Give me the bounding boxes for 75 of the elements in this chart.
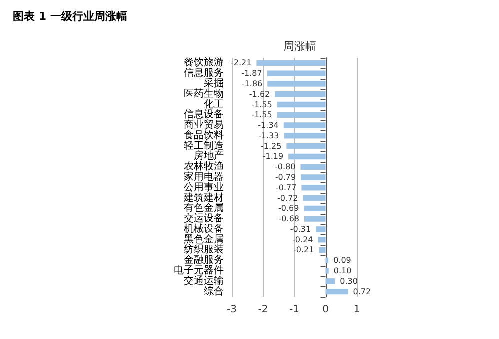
y-tick-label: 黑色金属 — [184, 233, 224, 246]
y-tick-label: 农林牧渔 — [184, 160, 224, 173]
data-label: 0.10 — [334, 266, 352, 276]
data-label: -0.77 — [276, 183, 297, 192]
data-label: -0.80 — [275, 162, 296, 172]
bar — [304, 216, 326, 222]
y-tick-label: 交运设备 — [184, 212, 224, 225]
data-label: -1.19 — [262, 152, 284, 162]
data-label: -1.34 — [258, 121, 279, 130]
bar — [326, 278, 336, 284]
bar — [300, 164, 326, 170]
bar — [284, 133, 326, 139]
y-tick-label: 交通运输 — [184, 274, 224, 287]
data-label: -0.24 — [292, 235, 314, 244]
bar — [301, 174, 326, 180]
bar — [256, 60, 326, 66]
y-tick-label: 轻工制造 — [184, 140, 224, 152]
y-tick-label: 商业贸易 — [184, 119, 224, 132]
bar — [286, 143, 326, 150]
y-tick-label: 家用电器 — [184, 171, 224, 183]
x-tick-label: -3 — [227, 304, 237, 316]
data-label: -2.21 — [230, 58, 252, 68]
y-tick-label: 餐饮旅游 — [184, 56, 224, 69]
y-tick-label: 信息设备 — [184, 108, 224, 121]
data-label: -1.62 — [249, 90, 270, 99]
data-label: -1.55 — [252, 110, 272, 120]
bar — [303, 195, 326, 202]
y-tick-label: 信息服务 — [184, 67, 224, 80]
data-label: -1.87 — [242, 69, 262, 78]
x-tick-label: 0 — [322, 304, 329, 316]
y-tick-label: 公用事业 — [184, 181, 224, 194]
x-tick-label: -2 — [258, 304, 268, 316]
y-tick-label: 电子元器件 — [174, 264, 224, 277]
y-tick-label: 金融服务 — [184, 254, 224, 266]
bar — [268, 81, 326, 87]
bar — [326, 268, 329, 274]
y-tick-label: 医药生物 — [184, 88, 224, 100]
bar — [275, 92, 326, 98]
data-label: -0.68 — [278, 214, 300, 224]
y-tick-label: 综合 — [204, 285, 224, 298]
data-label: -0.21 — [293, 246, 314, 255]
bar — [319, 247, 326, 254]
bar — [288, 154, 326, 160]
x-tick-label: -1 — [290, 304, 300, 316]
bar — [318, 236, 326, 243]
bar — [302, 185, 326, 191]
bar — [277, 112, 326, 118]
data-label: 0.09 — [334, 256, 352, 266]
x-tick-label: 1 — [354, 304, 360, 316]
data-label: -1.86 — [242, 79, 263, 88]
y-tick-label: 有色金属 — [184, 202, 224, 214]
data-label: -1.33 — [258, 131, 280, 140]
text: 图表 1 一级行业周涨幅 — [13, 10, 128, 23]
data-label: 0.72 — [353, 287, 372, 296]
data-label: -1.25 — [260, 142, 282, 151]
y-tick-label: 机械设备 — [184, 222, 224, 235]
y-tick-label: 食品饮料 — [184, 129, 224, 142]
y-tick-label: 房地产 — [194, 150, 224, 162]
y-tick-label: 采掘 — [204, 77, 224, 90]
chart-subtitle: 周涨幅 — [284, 40, 316, 53]
bar — [304, 206, 326, 212]
y-tick-label: 纺织服装 — [184, 244, 224, 256]
data-label: 0.30 — [340, 276, 358, 286]
bar — [277, 102, 326, 108]
data-label: -0.69 — [278, 204, 300, 214]
data-label: -0.72 — [278, 194, 298, 203]
bar — [267, 70, 326, 76]
y-tick-label: 建筑建材 — [183, 192, 224, 204]
y-tick-label: 化工 — [204, 98, 224, 110]
bar — [284, 122, 326, 128]
data-label: -1.55 — [252, 100, 272, 110]
bar — [316, 226, 326, 232]
data-label: -0.31 — [290, 224, 312, 234]
bar — [326, 288, 348, 295]
data-label: -0.79 — [275, 173, 296, 182]
